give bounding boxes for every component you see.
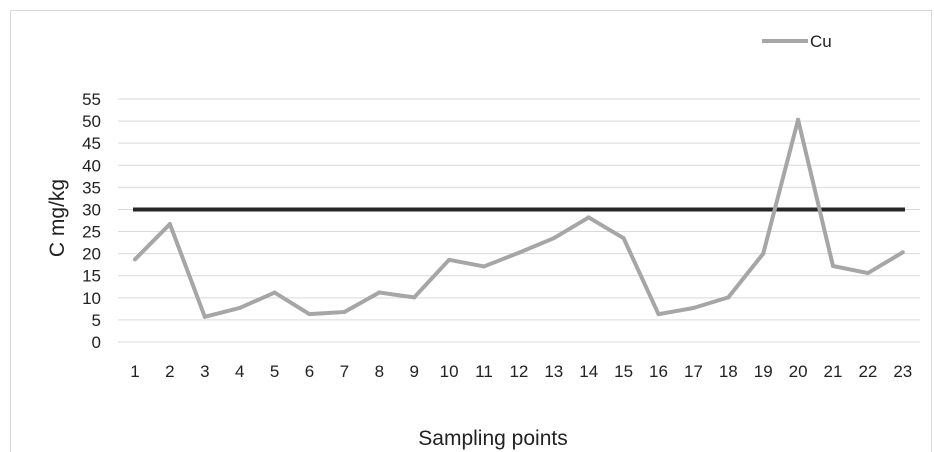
y-tick-labels: 0 5 10 15 20 25 30 35 40 45 50 55 <box>82 90 101 352</box>
data-point <box>447 257 452 262</box>
x-tick-label: 5 <box>270 362 279 381</box>
x-tick-label: 8 <box>375 362 384 381</box>
x-tick-label: 23 <box>893 362 912 381</box>
data-point <box>307 312 312 317</box>
y-tick-label: 0 <box>92 333 101 352</box>
x-tick-label: 14 <box>579 362 598 381</box>
x-tick-labels: 1 2 3 4 5 6 7 8 9 10 11 12 13 14 15 16 17 18 19 20 21 22 23 <box>130 362 912 381</box>
y-tick-label: 25 <box>82 223 101 242</box>
y-tick-label: 20 <box>82 245 101 264</box>
legend-label-cu: Cu <box>810 32 832 51</box>
data-point <box>691 305 696 310</box>
data-point <box>621 236 626 241</box>
data-point <box>796 117 801 122</box>
x-tick-label: 11 <box>475 362 493 381</box>
data-point <box>761 251 766 256</box>
x-tick-label: 9 <box>409 362 418 381</box>
y-tick-label: 45 <box>82 134 101 153</box>
x-tick-label: 19 <box>754 362 773 381</box>
x-tick-label: 12 <box>509 362 528 381</box>
x-tick-label: 18 <box>719 362 738 381</box>
data-point <box>377 290 382 295</box>
data-point <box>726 295 731 300</box>
data-point <box>516 250 521 255</box>
y-tick-label: 40 <box>82 156 101 175</box>
y-tick-label: 10 <box>82 289 101 308</box>
x-axis-label: Sampling points <box>418 427 567 450</box>
y-tick-label: 15 <box>82 267 101 286</box>
y-tick-label: 35 <box>82 178 101 197</box>
x-tick-label: 1 <box>130 362 139 381</box>
y-tick-label: 5 <box>92 311 101 330</box>
legend: Cu <box>762 32 832 51</box>
x-tick-label: 6 <box>305 362 314 381</box>
x-tick-label: 2 <box>165 362 174 381</box>
series-group <box>133 117 905 319</box>
y-tick-label: 50 <box>82 112 101 131</box>
x-tick-label: 4 <box>235 362 244 381</box>
data-point <box>272 290 277 295</box>
y-tick-label: 30 <box>82 200 101 219</box>
series-line-cu <box>133 117 904 319</box>
x-tick-label: 13 <box>544 362 563 381</box>
y-tick-label: 55 <box>82 90 101 109</box>
x-tick-label: 20 <box>789 362 808 381</box>
data-point <box>482 264 486 269</box>
x-tick-label: 10 <box>440 362 459 381</box>
x-tick-label: 3 <box>200 362 209 381</box>
x-tick-label: 15 <box>614 362 633 381</box>
gridlines <box>118 98 920 343</box>
data-point <box>586 215 591 220</box>
data-point <box>133 257 137 262</box>
x-tick-label: 7 <box>340 362 349 381</box>
x-tick-label: 16 <box>649 362 668 381</box>
x-tick-label: 17 <box>684 362 703 381</box>
x-tick-label: 21 <box>824 362 843 381</box>
data-point <box>237 305 242 310</box>
chart-frame <box>10 10 932 452</box>
data-point <box>167 222 172 227</box>
data-point <box>551 236 556 241</box>
data-point <box>900 250 905 255</box>
data-point <box>412 295 417 300</box>
data-point <box>342 309 347 314</box>
data-point <box>656 312 661 317</box>
y-axis-label: C mg/kg <box>46 179 69 257</box>
data-point <box>865 271 870 276</box>
x-tick-label: 22 <box>858 362 877 381</box>
data-point <box>202 314 207 319</box>
data-point <box>831 264 835 269</box>
